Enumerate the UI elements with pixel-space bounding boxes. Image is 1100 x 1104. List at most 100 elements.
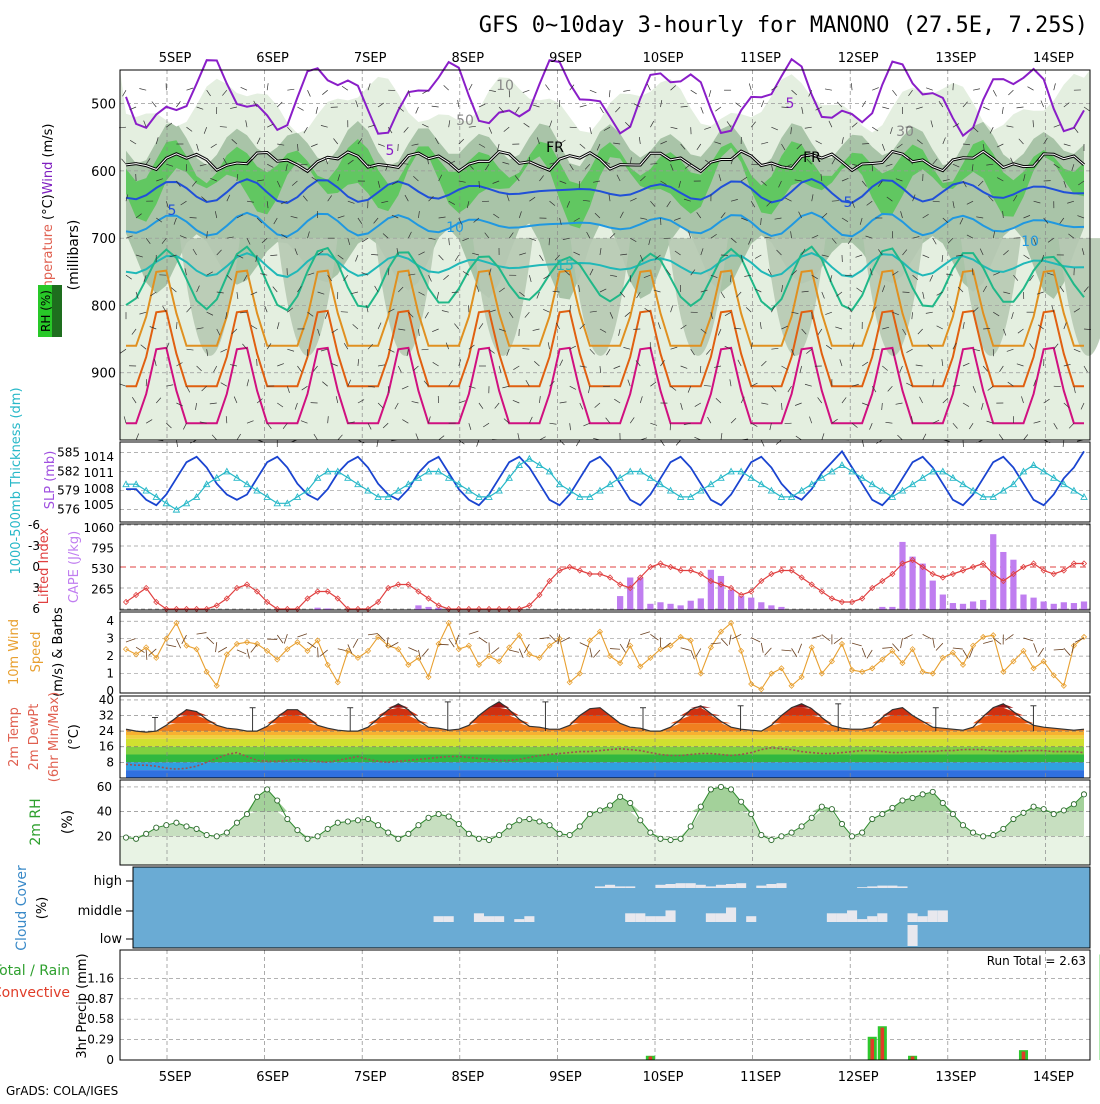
cape-bar xyxy=(758,602,764,610)
slp-ytick: 1011 xyxy=(83,466,114,480)
rh-marker xyxy=(950,811,955,816)
wind-barb xyxy=(729,635,731,645)
rh-marker xyxy=(960,823,965,828)
rh-marker xyxy=(557,831,562,836)
cloud-bar-middle xyxy=(726,908,736,923)
rh-marker xyxy=(799,824,804,829)
wind-ytick: 1 xyxy=(106,667,114,681)
rh-marker xyxy=(527,816,532,821)
contour-label: 30 xyxy=(896,124,914,140)
rh-marker xyxy=(728,787,733,792)
rh-marker xyxy=(517,818,522,823)
cloud-bar-middle xyxy=(746,916,756,922)
contour-label: 10 xyxy=(1021,234,1039,250)
rh-marker xyxy=(809,815,814,820)
wind-barb xyxy=(983,641,993,644)
wind-barb xyxy=(676,440,680,445)
temp-color-band xyxy=(126,739,1084,747)
rh-marker xyxy=(426,815,431,820)
rh-marker xyxy=(355,818,360,823)
contour-label: FR xyxy=(803,150,821,166)
rh-marker xyxy=(234,820,239,825)
wind-barb xyxy=(368,634,378,635)
thickness-ytick: 576 xyxy=(57,503,80,517)
contour-label: 5 xyxy=(786,96,795,112)
wind-ylabel-part: Speed xyxy=(29,632,44,673)
cloud-bar-middle xyxy=(938,910,948,922)
credit-label: GrADS: COLA/IGES xyxy=(6,1084,118,1098)
cloud-bar-middle xyxy=(666,910,676,922)
wind-barb xyxy=(207,637,214,644)
cloud-bar-middle xyxy=(625,913,635,922)
cloud-bar-high xyxy=(655,885,665,888)
cape-bar xyxy=(1061,602,1067,610)
rh-marker xyxy=(275,798,280,803)
bottom-date-label: 11SEP xyxy=(740,1070,781,1085)
temp-color-band xyxy=(126,762,1084,770)
wind-barb xyxy=(721,638,728,645)
rh-marker xyxy=(305,836,310,841)
wind-barb xyxy=(933,638,935,648)
wind-barb xyxy=(711,643,721,644)
cape-bar xyxy=(728,590,734,610)
wind-barb xyxy=(901,638,903,648)
cape-bar xyxy=(718,576,724,610)
precip-convective-bar xyxy=(911,1056,915,1060)
cape-bar xyxy=(708,570,714,610)
precip-ytick: 1.16 xyxy=(87,971,114,985)
wind-barb xyxy=(1005,634,1013,640)
profile-ytick: 500 xyxy=(91,98,116,113)
rh-legend-label: RH (%) xyxy=(39,290,53,332)
wind-barb xyxy=(509,650,519,652)
cloud-bar-middle xyxy=(857,919,867,922)
wind-barb xyxy=(353,639,358,648)
rh-marker xyxy=(456,821,461,826)
wind-barb xyxy=(681,648,691,651)
cape-ytick: 795 xyxy=(91,542,114,556)
cape-bar xyxy=(970,601,976,610)
rh-marker xyxy=(991,832,996,837)
cloud-bar-middle xyxy=(716,913,726,922)
temp-color-band xyxy=(126,731,1084,735)
top-date-label: 12SEP xyxy=(838,51,879,66)
temp-ytick: 8 xyxy=(106,755,114,769)
rh-marker xyxy=(607,803,612,808)
thickness-ytick: 585 xyxy=(57,445,80,459)
cape-bar xyxy=(940,595,946,610)
temp-color-band xyxy=(126,735,1084,739)
rh-background xyxy=(120,836,1090,865)
rh-marker xyxy=(164,823,169,828)
rh-marker xyxy=(325,826,330,831)
wind-barb xyxy=(390,642,399,647)
top-date-label: 7SEP xyxy=(354,51,387,66)
wind-ytick: 4 xyxy=(106,614,114,628)
wind-barb xyxy=(660,440,664,446)
temp-ylabel-part: 2m Temp xyxy=(7,707,22,767)
wind-barb xyxy=(953,648,963,649)
rh-marker xyxy=(446,814,451,819)
cape-bar xyxy=(637,578,643,610)
wind-barb xyxy=(822,635,830,641)
rh-unit-label: (%) xyxy=(60,810,76,834)
wind-barb xyxy=(576,440,580,446)
cloud-bar-middle xyxy=(494,916,504,922)
rh-marker xyxy=(345,819,350,824)
cape-bar xyxy=(657,602,663,610)
bottom-date-label: 5SEP xyxy=(159,1070,192,1085)
cape-bar xyxy=(1051,604,1057,610)
run-total-label: Run Total = 2.63 xyxy=(987,954,1086,968)
temp-ytick: 24 xyxy=(99,724,114,738)
cape-bar xyxy=(899,542,905,610)
cloud-bar-high xyxy=(686,883,696,888)
cloud-bar-high xyxy=(615,886,625,888)
cape-ylabel: CAPE (J/kg) xyxy=(67,531,82,603)
rh-marker xyxy=(547,823,552,828)
rh-marker xyxy=(1031,804,1036,809)
rh-marker xyxy=(920,792,925,797)
precip-convective-label: Convective xyxy=(0,985,70,1001)
rh-marker xyxy=(386,830,391,835)
